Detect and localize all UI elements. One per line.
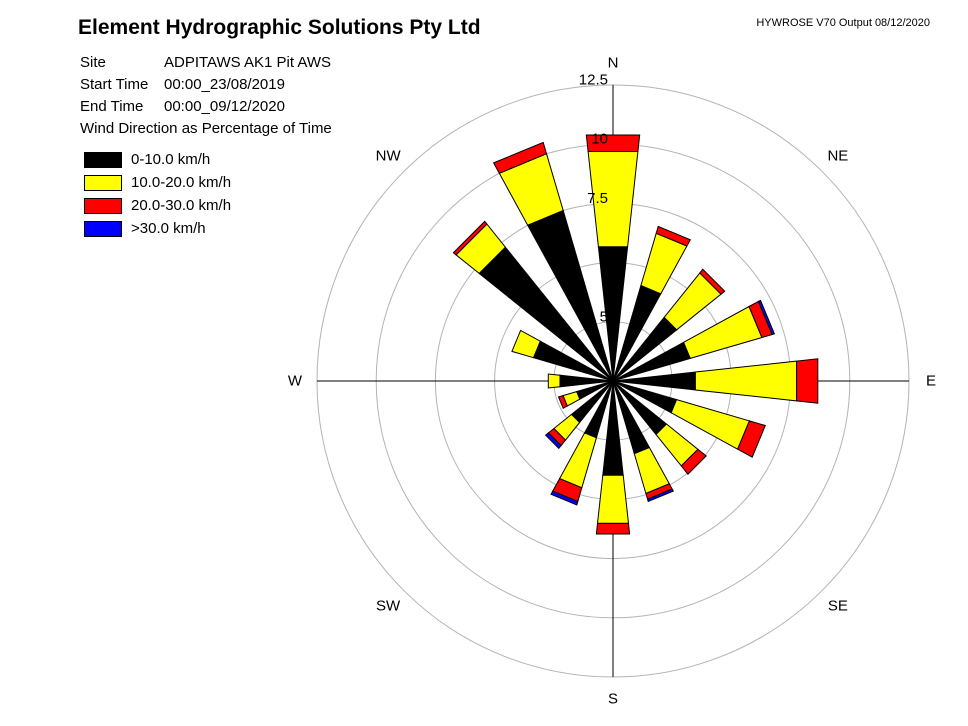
compass-label-SE: SE — [828, 597, 848, 614]
radial-tick-label: 7.5 — [587, 190, 608, 207]
radial-tick-label: 12.5 — [579, 72, 608, 89]
radial-tick-label: 5 — [600, 249, 608, 266]
petal-segment-NNE-bin2 — [655, 225, 692, 247]
compass-label-NW: NW — [376, 148, 402, 165]
start-time-label: Start Time — [80, 76, 149, 93]
site-value: ADPITAWS AK1 Pit AWS — [164, 54, 331, 71]
legend-item: 0-10.0 km/h — [84, 148, 231, 171]
petal-segment-NW-bin2 — [452, 220, 488, 256]
petal-segment-ENE-bin3 — [757, 299, 776, 336]
compass-label-SW: SW — [376, 597, 401, 614]
legend-label: >30.0 km/h — [131, 220, 206, 237]
compass-label-E: E — [926, 373, 936, 390]
compass-label-NE: NE — [827, 148, 848, 165]
end-time-label: End Time — [80, 98, 144, 115]
legend-label: 20.0-30.0 km/h — [131, 197, 232, 214]
start-time-row: Start Time 00:00_23/08/2019 — [80, 74, 332, 96]
chart-subtitle: Wind Direction as Percentage of Time — [80, 120, 332, 137]
petal-segment-SE-bin2 — [680, 448, 707, 475]
legend-item: 10.0-20.0 km/h — [84, 171, 231, 194]
legend-item: 20.0-30.0 km/h — [84, 194, 231, 217]
petal-segment-WSW-bin2 — [557, 394, 568, 410]
version-output-stamp: HYWROSE V70 Output 08/12/2020 — [756, 17, 930, 29]
site-row: Site ADPITAWS AK1 Pit AWS — [80, 52, 332, 74]
start-time-value: 00:00_23/08/2019 — [164, 76, 285, 93]
petal-segment-S-bin2 — [595, 522, 631, 535]
legend-swatch-calm-bin — [84, 151, 122, 168]
petal-segment-N-bin2 — [585, 134, 641, 152]
petal-segment-NE-bin2 — [699, 268, 726, 295]
legend: 0-10.0 km/h 10.0-20.0 km/h 20.0-30.0 km/… — [84, 148, 231, 240]
legend-swatch-gale-bin — [84, 220, 122, 237]
petal-segment-E-bin1 — [694, 360, 798, 402]
legend-swatch-strong-bin — [84, 197, 122, 214]
legend-swatch-moderate-bin — [84, 174, 122, 191]
petal-segment-SSW-bin3 — [550, 490, 579, 506]
petal-segment-SSE-bin3 — [647, 488, 675, 503]
radial-tick-label: 10 — [591, 131, 608, 148]
site-label: Site — [80, 54, 106, 71]
page-title: Element Hydrographic Solutions Pty Ltd — [78, 16, 481, 39]
end-time-row: End Time 00:00_09/12/2020 — [80, 96, 332, 118]
petal-segment-NNW-bin2 — [492, 141, 548, 174]
compass-label-W: W — [288, 373, 303, 390]
radial-tick-label: 5 — [600, 308, 608, 325]
compass-label-S: S — [608, 691, 618, 708]
petal-segment-S-bin1 — [596, 474, 630, 524]
compass-label-N: N — [608, 55, 619, 72]
legend-item: >30.0 km/h — [84, 217, 231, 240]
legend-label: 0-10.0 km/h — [131, 151, 211, 168]
metadata-block: Site ADPITAWS AK1 Pit AWS Start Time 00:00… — [80, 52, 332, 140]
legend-label: 10.0-20.0 km/h — [131, 174, 232, 191]
petal-segment-SW-bin3 — [544, 432, 562, 450]
end-time-value: 00:00_09/12/2020 — [164, 98, 285, 115]
petal-segment-WNW-bin1 — [511, 329, 541, 359]
petal-segment-E-bin2 — [796, 358, 819, 404]
petal-segment-W-bin1 — [547, 373, 561, 389]
petal-segment-ESE-bin2 — [736, 420, 766, 458]
